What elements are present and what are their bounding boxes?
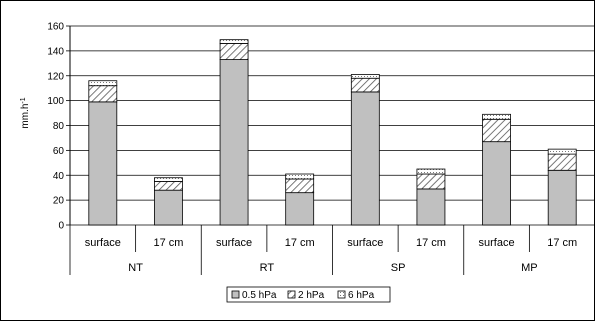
y-axis-label-superscript: -1 [20,97,27,103]
axes: 0 20 40 60 80 100 120 140 160 [47,22,71,232]
category-label: 17 cm [153,237,183,249]
legend-box [226,286,391,303]
group-label: MP [521,262,538,274]
bar-segment [219,43,249,60]
bar-segment [350,77,380,93]
y-tick-label: 140 [47,46,64,57]
bar-segment [219,59,249,226]
category-labels: surface 17 cm surface 17 cm surface 17 cm surf… [69,225,595,275]
y-tick-label: 20 [53,196,65,207]
bar-segment [154,181,183,191]
category-label: surface [85,237,121,249]
bar-segment [416,173,446,190]
group-label: NT [128,262,143,274]
category-label: 17 cm [285,237,315,249]
category-label: 17 cm [416,237,446,249]
bar-segment [285,178,315,194]
bars [88,39,577,226]
bar-segment [285,192,315,226]
category-label: surface [347,237,383,249]
gridlines [70,25,595,226]
legend-swatch [231,290,240,299]
category-label: surface [479,237,515,249]
y-tick-label: 160 [47,22,64,33]
legend-label: 6 hPa [348,290,375,301]
legend-label: 0.5 hPa [242,290,277,301]
y-tick-label: 60 [53,146,65,157]
bar-segment [547,148,577,155]
bar-segment [547,169,577,226]
category-label: surface [216,237,252,249]
bar-segment [482,118,511,143]
y-tick-label: 120 [47,71,64,82]
bar-segment [350,74,380,79]
bar-segment [482,141,511,226]
y-tick-label: 40 [53,171,65,182]
legend-swatch [287,290,296,299]
bar-segment [88,80,118,87]
bar-segment [416,168,446,175]
bar-segment [154,189,183,226]
bar-segment [88,101,118,226]
legend-label: 2 hPa [298,290,325,301]
bar-segment [219,39,249,44]
legend: 0.5 hPa 2 hPa 6 hPa [226,286,391,303]
y-axis-label: mm.h-1 [20,97,32,128]
bar-segment [350,91,380,226]
bar-segment [482,113,511,120]
bar-segment [88,85,118,103]
legend-swatch [337,290,346,299]
bar-segment [154,177,183,182]
category-label: 17 cm [547,237,577,249]
group-label: RT [260,262,275,274]
y-tick-label: 80 [53,121,65,132]
y-tick-label: 100 [47,96,64,107]
bar-segment [547,153,577,171]
group-label: SP [391,262,406,274]
bar-segment [416,188,446,226]
bar-segment [285,173,315,180]
y-tick-label: 0 [58,221,64,232]
